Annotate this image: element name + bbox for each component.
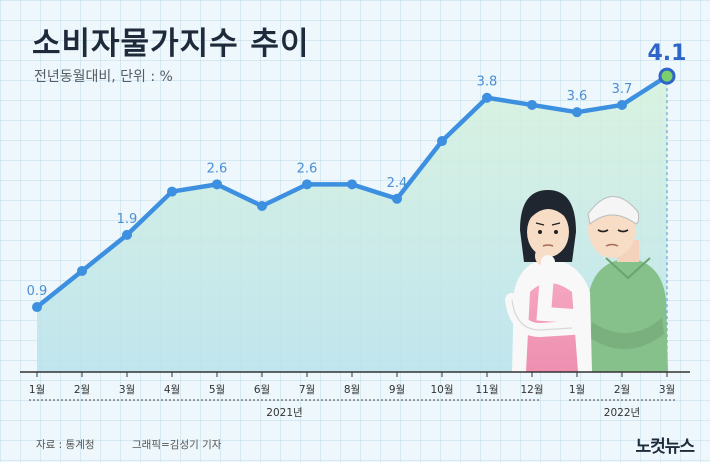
x-tick-label: 3월: [119, 384, 135, 396]
page-subtitle: 전년동월대비, 단위 : %: [34, 69, 173, 85]
x-tick-label: 1월: [569, 384, 585, 396]
data-point: [482, 92, 492, 103]
x-tick-label: 11월: [475, 384, 498, 396]
data-point: [437, 136, 447, 147]
man-figure: [585, 196, 668, 372]
data-point: [302, 179, 312, 190]
data-point: [32, 302, 42, 313]
x-tick-label: 2월: [614, 384, 630, 396]
news-logo: 노컷뉴스: [635, 437, 695, 457]
data-point: [392, 193, 402, 204]
x-tick-label: 2월: [74, 384, 90, 396]
woman-figure: [505, 190, 592, 372]
data-label: 0.9: [27, 284, 48, 299]
data-point: [572, 107, 582, 118]
data-label: 2.6: [297, 161, 318, 176]
data-label: 2.4: [387, 176, 408, 191]
data-label: 3.6: [567, 89, 588, 104]
source-text: 자료 : 통계청: [36, 439, 95, 451]
x-tick-label: 1월: [29, 384, 45, 396]
data-label-highlight: 4.1: [648, 41, 687, 66]
x-tick-label: 12월: [520, 384, 543, 396]
data-label: 3.8: [477, 75, 498, 90]
x-tick-label: 10월: [430, 384, 453, 396]
worried-people-illustration: [505, 190, 668, 372]
x-tick-label: 5월: [209, 384, 225, 396]
data-label: 1.9: [117, 212, 138, 227]
data-point: [167, 186, 177, 197]
data-point: [122, 229, 132, 240]
data-point-highlight: [658, 67, 676, 85]
page-title: 소비자물가지수 추이: [32, 26, 310, 62]
x-tick-label: 8월: [344, 384, 360, 396]
data-point: [617, 99, 627, 110]
data-label: 3.7: [612, 82, 633, 97]
data-point: [347, 179, 357, 190]
data-point: [77, 265, 87, 276]
data-point: [527, 99, 537, 110]
data-label: 2.6: [207, 161, 228, 176]
x-tick-label: 3월: [659, 384, 675, 396]
year-group-label: 2021년: [266, 407, 302, 419]
credit-text: 그래픽=김성기 기자: [132, 439, 222, 451]
x-tick-label: 7월: [299, 384, 315, 396]
x-tick-label: 9월: [389, 384, 405, 396]
year-group-label: 2022년: [604, 407, 640, 419]
x-tick-label: 4월: [164, 384, 180, 396]
data-point: [212, 179, 222, 190]
data-point: [257, 201, 267, 211]
x-tick-label: 6월: [254, 384, 270, 396]
